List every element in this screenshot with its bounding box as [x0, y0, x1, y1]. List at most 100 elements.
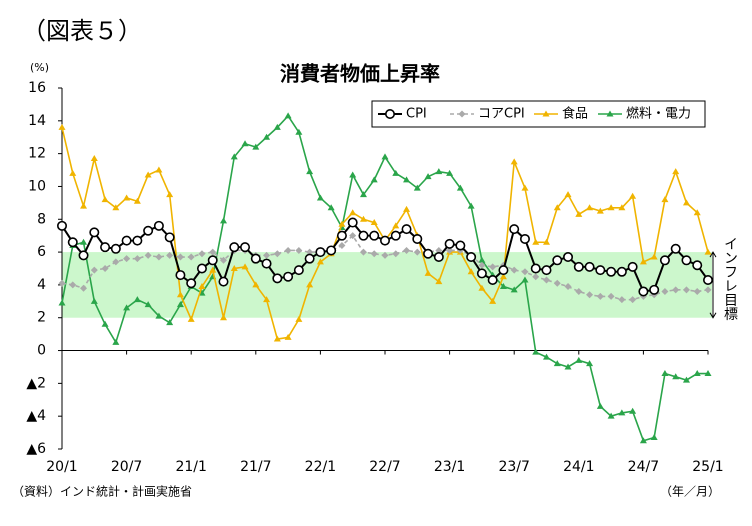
point: [478, 284, 486, 291]
legend-label: コアCPI: [478, 107, 525, 122]
point: [595, 265, 606, 276]
point: [155, 166, 163, 173]
point: [338, 242, 346, 250]
point: [413, 248, 421, 256]
y-tick-label: 0: [37, 343, 46, 359]
point: [252, 281, 260, 288]
point: [315, 247, 326, 258]
point: [478, 256, 486, 263]
point: [326, 245, 337, 256]
y-tick-label: 6: [37, 244, 46, 260]
point: [455, 240, 466, 251]
point: [209, 266, 217, 273]
point: [284, 112, 292, 119]
point: [629, 296, 637, 304]
x-tick-label: 24/1: [563, 459, 594, 475]
point: [359, 248, 367, 256]
point: [110, 243, 121, 254]
point: [144, 171, 152, 178]
y-tick-label: 2: [37, 310, 46, 326]
point: [607, 204, 615, 211]
point: [553, 279, 561, 287]
x-tick-label: 22/1: [305, 459, 336, 475]
point: [166, 191, 174, 198]
point: [444, 238, 455, 249]
point: [586, 291, 594, 299]
point: [476, 268, 487, 279]
point: [521, 268, 529, 276]
x-tick-label: 23/1: [434, 459, 465, 475]
point: [563, 252, 574, 263]
point: [433, 252, 444, 263]
point: [693, 287, 701, 295]
point: [639, 258, 647, 265]
point: [552, 255, 563, 266]
point: [144, 301, 152, 308]
point: [101, 265, 109, 272]
point: [456, 184, 464, 191]
point: [273, 335, 281, 342]
point: [263, 251, 271, 259]
y-tick-label: 8: [37, 211, 46, 227]
point: [349, 232, 357, 240]
point: [176, 253, 184, 261]
point: [90, 297, 98, 304]
point: [403, 246, 411, 254]
point: [80, 202, 88, 209]
x-tick-label: 21/7: [240, 459, 271, 475]
point: [532, 273, 540, 281]
point: [241, 140, 249, 147]
band-label: インフレ目標: [722, 237, 738, 321]
point: [435, 246, 443, 254]
point: [187, 253, 195, 261]
point: [510, 286, 518, 293]
point: [176, 301, 184, 308]
x-tick-label: 23/7: [498, 459, 529, 475]
point: [618, 296, 626, 304]
target-band: [62, 252, 712, 318]
x-tick-label: 25/1: [692, 459, 723, 475]
point: [112, 258, 120, 266]
point: [166, 251, 174, 259]
point: [424, 173, 432, 180]
point: [553, 360, 561, 367]
point: [327, 204, 335, 211]
point: [435, 278, 443, 285]
point: [423, 248, 434, 259]
point: [401, 224, 412, 235]
x-tick-label: 20/1: [46, 459, 77, 475]
point: [261, 258, 272, 269]
point: [381, 251, 389, 259]
legend-label: CPI: [406, 107, 427, 122]
point: [295, 246, 303, 254]
point: [230, 153, 238, 160]
point: [306, 248, 314, 256]
point: [532, 348, 540, 355]
point: [618, 204, 626, 211]
point: [446, 169, 454, 176]
point: [413, 184, 421, 191]
point: [693, 370, 701, 377]
point: [370, 176, 378, 183]
point: [218, 276, 229, 287]
point: [198, 250, 206, 258]
point: [607, 412, 615, 419]
point: [541, 265, 552, 276]
point: [499, 283, 507, 290]
point: [123, 255, 131, 263]
point: [661, 370, 669, 377]
x-tick-label: 21/1: [175, 459, 206, 475]
point: [575, 287, 583, 295]
point: [283, 271, 294, 282]
point: [369, 230, 380, 241]
point: [521, 184, 529, 191]
point: [392, 222, 400, 229]
point: [186, 278, 197, 289]
point: [220, 314, 227, 321]
point: [629, 407, 637, 414]
point: [90, 155, 98, 162]
point: [586, 204, 594, 211]
point: [304, 253, 315, 264]
point: [263, 296, 271, 303]
